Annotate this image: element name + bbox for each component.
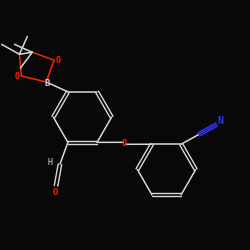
Text: N: N <box>218 116 224 126</box>
Text: B: B <box>44 80 50 88</box>
Text: O: O <box>122 139 127 148</box>
Text: O: O <box>15 72 20 80</box>
Text: H: H <box>48 158 52 167</box>
Text: O: O <box>56 56 60 65</box>
Text: O: O <box>52 188 58 197</box>
